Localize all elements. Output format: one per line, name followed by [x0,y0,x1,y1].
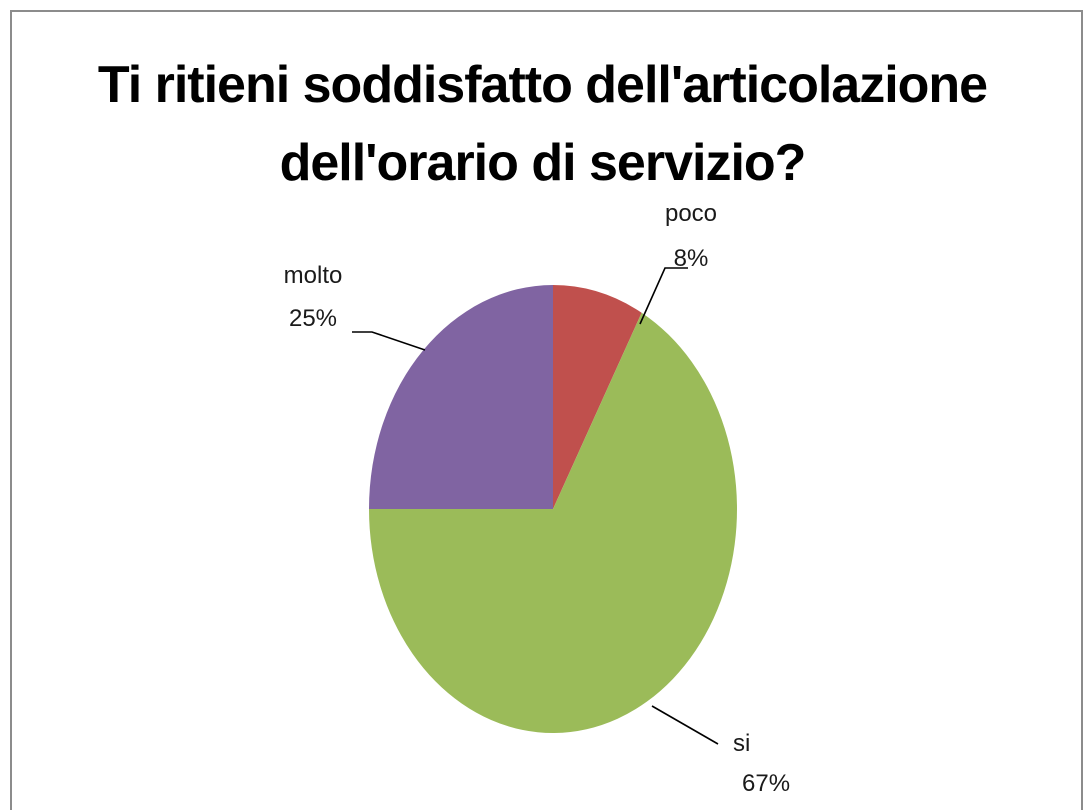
chart-title-line-2: dell'orario di servizio? [279,134,807,192]
slice-value-poco: 8% [674,245,709,272]
slice-value-molto: 25% [289,305,337,332]
pie-slice-si [369,312,737,734]
pie-slice-poco [553,285,642,509]
chart-title-line-1: Ti ritieni soddisfatto dell'articolazion… [97,56,988,114]
leader-line-molto [352,331,426,351]
slice-label-si: si [733,730,750,757]
leader-line-poco [639,267,688,325]
slice-label-molto: molto [284,262,343,289]
slice-value-si: 67% [742,770,790,797]
pie-slice-molto [369,285,553,509]
chart-title: Ti ritieni soddisfatto dell'articolazion… [0,46,1085,202]
slice-label-poco: poco [665,200,717,227]
leader-line-si [651,705,719,745]
